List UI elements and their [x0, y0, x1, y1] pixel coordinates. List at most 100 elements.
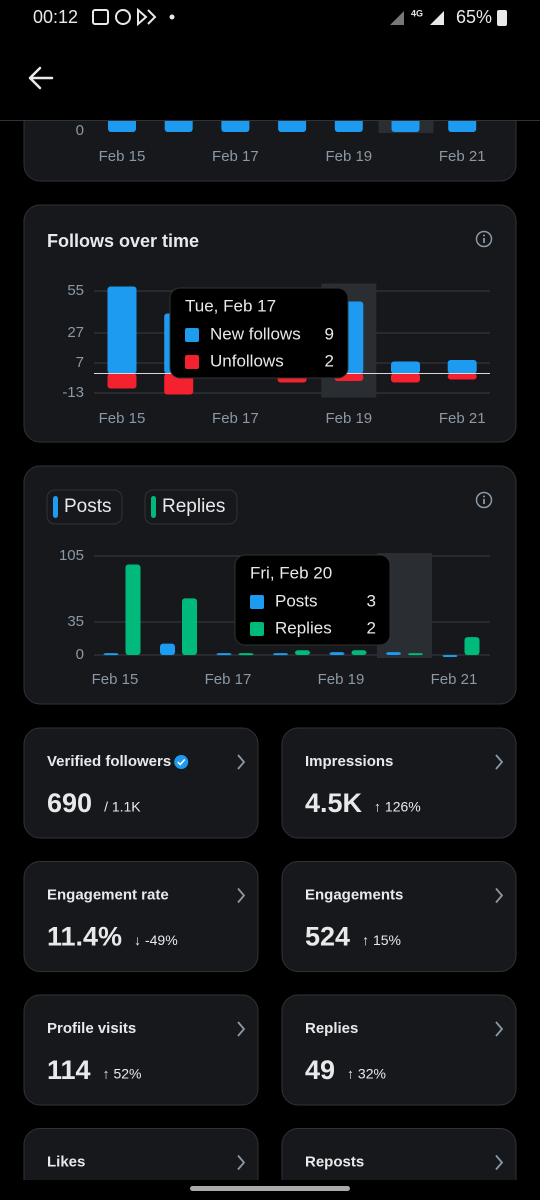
stat-label: Verified followers — [47, 753, 171, 770]
legend-toggle[interactable]: Posts — [46, 489, 123, 525]
tooltip-value: 9 — [325, 324, 334, 343]
stat-card[interactable]: Replies 49 ↑ 32% — [281, 994, 517, 1106]
tooltip-label: New follows — [210, 324, 301, 343]
legend-button — [46, 489, 123, 525]
bar — [295, 650, 310, 655]
y-tick-label: 55 — [67, 282, 84, 299]
bar — [107, 373, 137, 389]
stat-card-bg — [23, 727, 259, 839]
tooltip-swatch — [250, 595, 264, 609]
chevron — [495, 887, 504, 904]
x-tick-label: Feb 21 — [439, 410, 486, 427]
tooltip-box — [169, 287, 349, 379]
stat-card[interactable]: Profile visits 114 ↑ 52% — [23, 994, 259, 1106]
info-button[interactable] — [475, 491, 493, 509]
bar — [391, 373, 420, 383]
back-button[interactable] — [28, 66, 54, 90]
x-tick-label: Feb 17 — [212, 148, 259, 165]
stat-total: / 1.1K — [104, 799, 141, 815]
verified-check — [177, 758, 186, 766]
bar — [107, 286, 137, 374]
stat-card[interactable]: Engagements 524 ↑ 15% — [281, 861, 517, 972]
bar — [273, 653, 288, 656]
x-tick-label: Feb 19 — [325, 148, 372, 165]
verified-badge — [174, 755, 189, 769]
status-network: 4G — [411, 8, 423, 18]
chevron — [237, 1021, 246, 1037]
bar — [447, 373, 477, 380]
bar — [447, 360, 477, 374]
x-tick-label: Feb 15 — [99, 410, 146, 427]
status-battery: 65% — [456, 7, 492, 27]
tooltip-swatch — [185, 328, 199, 342]
tooltip-label: Unfollows — [210, 351, 284, 370]
stat-card-bg — [23, 994, 259, 1106]
legend-toggle[interactable]: Replies — [144, 489, 238, 525]
chart-title: Follows over time — [47, 231, 199, 251]
bar — [160, 643, 175, 655]
x-tick-label: Feb 19 — [325, 410, 372, 427]
x-tick-label: Feb 15 — [99, 148, 146, 165]
tooltip-value: 2 — [325, 351, 334, 370]
tooltip-value: 2 — [367, 618, 376, 637]
stat-card[interactable]: Verified followers 690 / 1.1K — [23, 727, 259, 839]
battery-icon — [497, 10, 507, 26]
info-icon — [475, 230, 493, 248]
stat-value: 4.5K — [305, 788, 363, 818]
status-icons — [92, 7, 507, 27]
icon — [115, 9, 131, 25]
info-icon — [483, 234, 485, 237]
icon — [169, 14, 175, 20]
stat-label: Profile visits — [47, 1020, 136, 1037]
tooltip-title: Fri, Feb 20 — [250, 563, 332, 582]
tooltip: Tue, Feb 17 New follows 9 Unfollows 2 — [169, 287, 349, 379]
legend-button — [144, 489, 238, 525]
signal — [390, 11, 404, 25]
x-tick-label: Feb 21 — [431, 671, 478, 688]
y-tick-label: 0 — [76, 646, 84, 663]
bar — [182, 598, 197, 655]
stat-card-bg — [281, 994, 517, 1106]
info-button[interactable] — [475, 230, 493, 248]
y-tick-label: 27 — [67, 324, 84, 341]
stat-card[interactable]: Engagement rate 11.4% ↓ -49% — [23, 861, 259, 972]
stat-card-bg — [281, 861, 517, 972]
legend-swatch — [53, 496, 58, 518]
chevron — [237, 754, 246, 770]
status-time: 00:12 — [33, 7, 78, 27]
chevron — [237, 1154, 246, 1171]
x-tick-label: Feb 15 — [92, 671, 139, 688]
x-tick-label: Feb 19 — [318, 671, 365, 688]
y-tick-label: 35 — [67, 613, 84, 630]
icon — [92, 9, 109, 25]
bar — [408, 653, 423, 656]
bar — [351, 650, 367, 655]
stat-value: 49 — [305, 1055, 335, 1085]
bar — [216, 653, 232, 656]
stat-change: ↓ -49% — [134, 932, 178, 948]
y-tick-label: 0 — [76, 122, 84, 139]
stat-value: 11.4% — [47, 922, 122, 952]
chevron — [495, 754, 504, 770]
icon — [137, 7, 157, 27]
stat-label: Reposts — [305, 1153, 364, 1170]
stat-label: Engagements — [305, 886, 403, 903]
stat-label: Replies — [305, 1020, 358, 1037]
bar — [103, 653, 119, 656]
stat-card[interactable]: Impressions 4.5K ↑ 126% — [281, 727, 517, 839]
bar — [125, 564, 141, 655]
stat-change: ↑ 32% — [347, 1066, 386, 1082]
home-indicator[interactable] — [190, 1186, 350, 1191]
y-tick-label: 7 — [76, 354, 84, 371]
bar — [391, 361, 420, 374]
stat-change: ↑ 52% — [103, 1066, 142, 1082]
y-tick-label: 105 — [59, 547, 84, 564]
legend-label: Posts — [64, 496, 112, 517]
bar — [442, 655, 458, 657]
bar — [238, 653, 254, 656]
chevron — [495, 1021, 504, 1037]
stat-value: 524 — [305, 922, 350, 952]
info-icon — [475, 491, 493, 509]
